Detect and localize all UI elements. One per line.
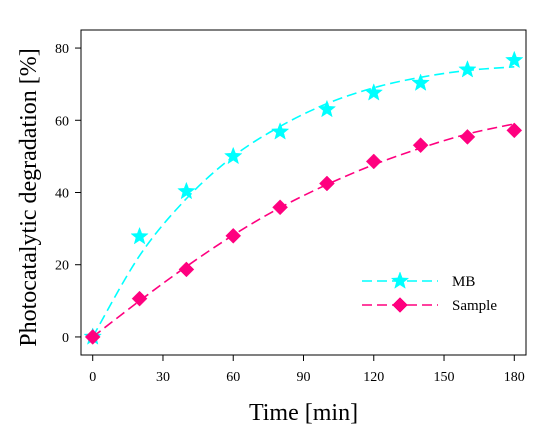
y-tick-label: 60 [55,114,69,129]
x-tick-label: 0 [89,370,96,385]
data-point-mb [224,146,243,165]
data-point-sample [506,122,523,139]
axes: 0 30 60 90 120 150 180 0 20 40 60 80 [55,29,527,385]
legend-marker-sample [392,297,408,313]
data-point-sample [131,290,148,307]
data-point-sample [459,129,476,145]
data-point-mb [317,99,337,118]
fit-lines [92,66,515,338]
data-point-sample [319,175,335,192]
data-point-mb [130,226,149,245]
y-tick-label: 80 [55,42,69,57]
legend-label-mb: MB [452,274,475,290]
x-tick-label: 30 [156,370,170,385]
fit-line-sample [92,123,515,338]
data-point-sample [412,137,429,154]
y-tick-label: 20 [55,259,69,274]
x-tick-label: 90 [297,370,311,385]
data-markers [83,50,524,345]
x-tick-label: 120 [363,370,384,385]
data-point-mb [505,50,524,69]
y-tick-label: 0 [62,331,69,346]
data-point-mb [411,73,430,91]
x-tick-label: 150 [434,370,455,385]
x-tick-label: 180 [504,370,525,385]
data-point-mb [270,122,290,140]
y-axis-title: Photocatalytic degradation [%] [16,48,42,347]
data-point-sample [365,153,382,170]
data-point-sample [225,227,242,244]
data-point-sample [178,261,195,278]
legend-marker-mb [390,271,410,289]
data-point-sample [84,329,101,345]
x-axis-title: Time [min] [249,400,358,426]
data-point-mb [458,60,477,78]
data-point-mb [177,181,196,200]
data-point-sample [272,199,288,216]
legend: MB Sample [362,271,497,314]
y-tick-label: 40 [55,187,69,202]
legend-label-sample: Sample [452,298,497,314]
fit-line-mb [92,66,515,338]
x-tick-label: 60 [226,370,240,385]
data-point-mb [364,83,383,101]
